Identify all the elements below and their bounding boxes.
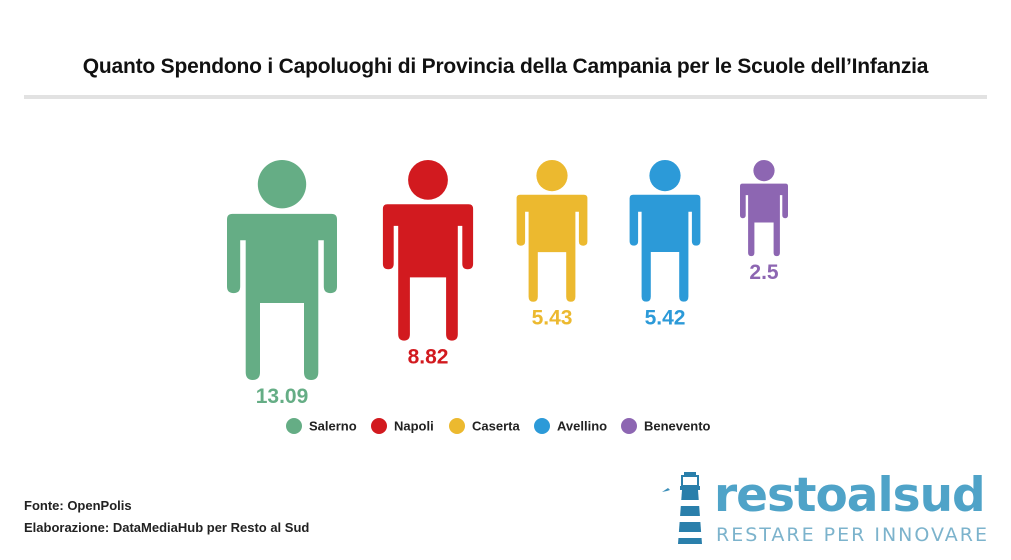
legend-item-caserta: Caserta: [449, 418, 520, 434]
legend-label: Napoli: [394, 419, 434, 434]
legend-label: Benevento: [644, 419, 711, 434]
figure-head: [649, 160, 681, 192]
figure-head: [257, 160, 307, 209]
figure-head: [536, 160, 568, 192]
legend-swatch: [621, 418, 637, 434]
lighthouse-icon: [662, 472, 702, 544]
figure-body: [740, 183, 788, 257]
chart-title: Quanto Spendono i Capoluoghi di Provinci…: [82, 55, 929, 78]
figure-napoli: [382, 160, 474, 341]
brand-name: restoalsud: [714, 468, 986, 523]
figure-body: [227, 213, 337, 380]
legend-label: Salerno: [309, 419, 357, 434]
legend-swatch: [286, 418, 302, 434]
figure-avellino: [629, 160, 701, 302]
figure-benevento: [740, 160, 788, 257]
value-label-avellino: 5.42: [645, 307, 686, 330]
figure-caserta: [516, 160, 588, 302]
legend-item-salerno: Salerno: [286, 418, 357, 434]
legend-label: Avellino: [557, 419, 607, 434]
figure-body: [629, 194, 701, 302]
legend-swatch: [371, 418, 387, 434]
credit-note: Elaborazione: DataMediaHub per Resto al …: [24, 520, 310, 535]
figures-group: [227, 160, 788, 380]
legend: Salerno Napoli Caserta Avellino Benevento: [286, 418, 711, 434]
value-labels-group: 13.09 8.82 5.43 5.42 2.5: [256, 261, 779, 408]
pictograph-chart: 13.09 8.82 5.43 5.42 2.5 Salerno Napoli Casert…: [227, 160, 788, 434]
figure-head: [753, 160, 775, 182]
brand-tagline: RESTARE PER INNOVARE: [716, 524, 989, 546]
value-label-caserta: 5.43: [532, 307, 573, 330]
legend-item-benevento: Benevento: [621, 418, 711, 434]
value-label-napoli: 8.82: [408, 346, 449, 369]
figure-body: [382, 204, 474, 341]
legend-item-napoli: Napoli: [371, 418, 434, 434]
figure-body: [516, 194, 588, 302]
value-label-salerno: 13.09: [256, 385, 309, 408]
figure-head: [408, 160, 448, 200]
figure-salerno: [227, 160, 337, 380]
legend-swatch: [534, 418, 550, 434]
brand-logo: restoalsud RESTARE PER INNOVARE: [652, 468, 992, 548]
legend-swatch: [449, 418, 465, 434]
source-note: Fonte: OpenPolis: [24, 498, 132, 513]
value-label-benevento: 2.5: [749, 261, 779, 284]
legend-item-avellino: Avellino: [534, 418, 607, 434]
title-divider: [24, 95, 987, 99]
legend-label: Caserta: [472, 419, 520, 434]
